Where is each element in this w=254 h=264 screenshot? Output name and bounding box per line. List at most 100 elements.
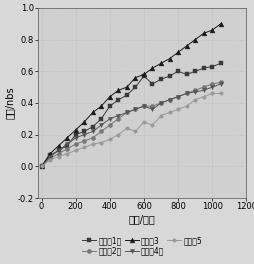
实施例3: [160, 62, 163, 65]
实施例4：: [202, 89, 205, 92]
实施例1：: [91, 125, 94, 128]
实施例1：: [168, 74, 171, 78]
实施例1：: [40, 165, 43, 168]
实施例2：: [40, 165, 43, 168]
实施例4：: [211, 86, 214, 89]
实施例3: [57, 144, 60, 147]
实施例4：: [100, 124, 103, 127]
实施例1：: [57, 149, 60, 152]
实施例5: [108, 138, 111, 141]
实施例3: [100, 105, 103, 108]
实施例3: [194, 38, 197, 41]
实施例2：: [83, 139, 86, 143]
实施例5: [202, 95, 205, 98]
实施例3: [168, 57, 171, 60]
实施例3: [66, 136, 69, 139]
实施例5: [194, 98, 197, 101]
实施例4：: [57, 149, 60, 152]
Line: 实施例3: 实施例3: [39, 21, 223, 169]
实施例4：: [66, 143, 69, 146]
实施例2：: [202, 86, 205, 89]
实施例2：: [117, 117, 120, 120]
实施例5: [151, 124, 154, 127]
实施例4：: [177, 95, 180, 98]
实施例1：: [125, 93, 129, 97]
实施例3: [211, 29, 214, 32]
实施例1：: [177, 70, 180, 73]
实施例1：: [134, 86, 137, 89]
实施例2：: [66, 147, 69, 150]
实施例2：: [168, 98, 171, 101]
Line: 实施例4：: 实施例4：: [39, 82, 223, 168]
实施例4：: [219, 82, 222, 86]
实施例2：: [125, 111, 129, 114]
实施例4：: [185, 92, 188, 95]
实施例4：: [91, 130, 94, 133]
实施例5: [66, 152, 69, 155]
实施例3: [83, 120, 86, 124]
实施例4：: [168, 98, 171, 101]
实施例5: [57, 155, 60, 158]
实施例2：: [100, 130, 103, 133]
实施例2：: [194, 89, 197, 92]
Line: 实施例5: 实施例5: [40, 92, 223, 168]
实施例4：: [40, 165, 43, 168]
实施例3: [151, 67, 154, 70]
实施例1：: [160, 78, 163, 81]
实施例2：: [91, 136, 94, 139]
实施例1：: [185, 73, 188, 76]
实施例1：: [100, 117, 103, 120]
实施例3: [49, 152, 52, 155]
实施例5: [100, 141, 103, 144]
实施例2：: [211, 82, 214, 86]
实施例3: [125, 86, 129, 89]
实施例4：: [108, 117, 111, 120]
实施例5: [83, 146, 86, 149]
实施例1：: [83, 130, 86, 133]
实施例3: [142, 73, 146, 76]
实施例4：: [194, 90, 197, 93]
实施例4：: [117, 114, 120, 117]
实施例4：: [160, 101, 163, 105]
Line: 实施例1：: 实施例1：: [39, 61, 223, 168]
实施例3: [134, 76, 137, 79]
实施例5: [49, 158, 52, 162]
实施例2：: [151, 105, 154, 108]
实施例3: [91, 111, 94, 114]
Y-axis label: 色差/nbs: 色差/nbs: [5, 87, 15, 119]
实施例4：: [125, 111, 129, 114]
实施例4：: [134, 108, 137, 111]
实施例1：: [74, 133, 77, 136]
实施例5: [74, 149, 77, 152]
实施例3: [40, 165, 43, 168]
实施例1：: [66, 144, 69, 147]
实施例3: [74, 128, 77, 131]
实施例3: [108, 95, 111, 98]
实施例2：: [177, 95, 180, 98]
实施例3: [177, 51, 180, 54]
实施例4：: [49, 155, 52, 158]
实施例1：: [117, 98, 120, 101]
实施例1：: [108, 105, 111, 108]
实施例5: [219, 92, 222, 95]
Line: 实施例2：: 实施例2：: [39, 80, 223, 168]
实施例4：: [83, 133, 86, 136]
实施例1：: [49, 154, 52, 157]
实施例5: [160, 114, 163, 117]
实施例5: [185, 105, 188, 108]
实施例2：: [142, 105, 146, 108]
实施例1：: [219, 62, 222, 65]
实施例3: [185, 44, 188, 48]
实施例5: [134, 130, 137, 133]
实施例5: [40, 165, 43, 168]
实施例2：: [108, 124, 111, 127]
实施例2：: [49, 157, 52, 160]
实施例2：: [74, 143, 77, 146]
实施例1：: [142, 74, 146, 78]
实施例4：: [74, 136, 77, 139]
X-axis label: 时间/小时: 时间/小时: [129, 214, 156, 224]
实施例3: [219, 22, 222, 25]
实施例2：: [185, 92, 188, 95]
实施例5: [211, 92, 214, 95]
实施例3: [117, 89, 120, 92]
